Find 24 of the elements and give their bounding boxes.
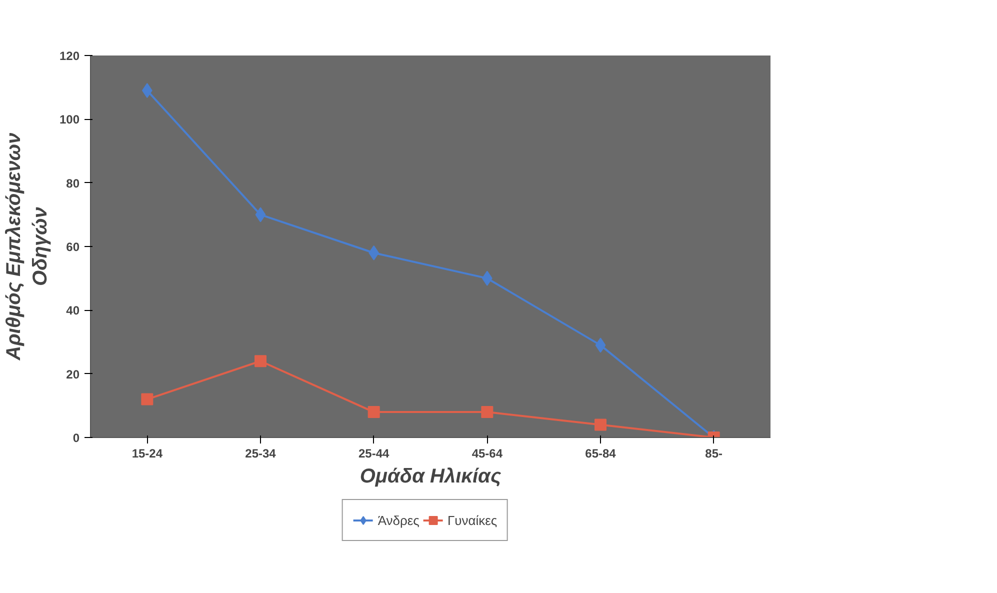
x-tick-label: 65-84: [585, 446, 616, 460]
point: [141, 393, 154, 406]
x-tick-label: 85-: [705, 446, 723, 460]
y-tick-label: 80: [66, 176, 80, 190]
x-tick-label: 25-44: [358, 446, 390, 460]
y-tick-label: 40: [66, 304, 80, 318]
legend-label: Γυναίκες: [447, 512, 498, 528]
point: [255, 207, 266, 222]
y-tick-label: 20: [66, 367, 80, 382]
x-tick-label: 45-64: [472, 446, 503, 460]
x-tick-label: 25-34: [245, 446, 276, 460]
y-tick-label: 100: [59, 112, 80, 127]
y-axis-title: Αριθμός Εμπλεκόμενων Οδηγών: [3, 132, 52, 362]
y-tick-label: 0: [72, 431, 80, 445]
point: [368, 406, 380, 418]
point: [595, 338, 606, 353]
x-tick-label: 15-24: [132, 446, 163, 460]
point: [481, 406, 494, 418]
point: [594, 418, 606, 431]
y-tick-label: 120: [59, 49, 80, 63]
x-axis-title: Ομάδα Ηλικίας: [360, 466, 502, 488]
y-tick-label: 60: [66, 240, 80, 254]
point: [254, 355, 266, 368]
legend-label: Άνδρες: [378, 512, 420, 528]
